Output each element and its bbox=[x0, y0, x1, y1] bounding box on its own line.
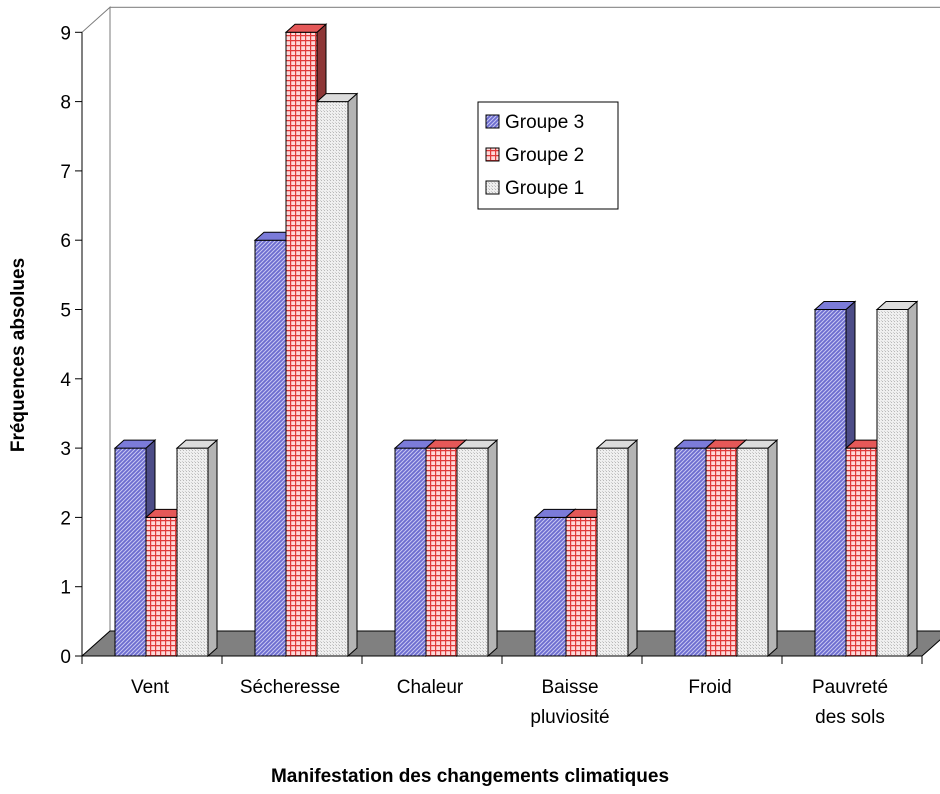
bar bbox=[735, 438, 779, 658]
bar-top bbox=[735, 439, 779, 449]
y-tick-label: 9 bbox=[60, 23, 71, 44]
bar-front bbox=[145, 516, 178, 657]
y-axis: 0 1 2 3 4 5 6 7 8 9 bbox=[60, 23, 83, 668]
y-tick-label: 7 bbox=[60, 162, 71, 183]
bar-side bbox=[347, 92, 358, 658]
bar-front bbox=[565, 516, 598, 657]
bar-top bbox=[813, 301, 857, 310]
legend: Groupe 3 Groupe 2 Groupe 1 bbox=[477, 101, 619, 210]
x-tick-label-line: Baisse bbox=[541, 677, 598, 698]
bar bbox=[315, 92, 359, 658]
bar-front bbox=[596, 447, 629, 657]
bar bbox=[595, 438, 639, 658]
bar bbox=[875, 300, 919, 658]
legend-label: Groupe 1 bbox=[505, 178, 584, 199]
x-tick-label: Chaleur bbox=[397, 677, 464, 698]
legend-label: Groupe 3 bbox=[505, 112, 584, 133]
bar-side bbox=[767, 438, 778, 658]
y-tick-label: 0 bbox=[60, 647, 71, 668]
x-tick-label-line: Chaleur bbox=[397, 677, 464, 698]
bar-front bbox=[534, 516, 567, 657]
bar-front bbox=[254, 239, 287, 657]
x-tick-label: Vent bbox=[131, 677, 170, 698]
bar-top bbox=[284, 23, 328, 33]
bar-front bbox=[176, 447, 209, 657]
bar-front bbox=[845, 447, 878, 657]
y-tick-label: 3 bbox=[60, 439, 71, 460]
x-tick-label-line: des sols bbox=[815, 707, 885, 728]
bar-top bbox=[595, 439, 639, 449]
bar-top bbox=[315, 93, 359, 103]
bar-top bbox=[113, 439, 157, 449]
bar-top bbox=[175, 439, 219, 449]
bar bbox=[175, 438, 219, 658]
bar-front bbox=[736, 447, 769, 657]
y-axis-title: Fréquences absolues bbox=[8, 258, 29, 452]
x-tick-label-line: Froid bbox=[688, 677, 731, 698]
bar-front bbox=[876, 309, 909, 657]
bar bbox=[455, 438, 499, 658]
bar-front bbox=[285, 31, 318, 657]
x-tick-label: Sécheresse bbox=[240, 677, 340, 698]
bar-side bbox=[207, 438, 218, 658]
x-tick-label-line: pluviosité bbox=[530, 707, 609, 728]
bar-top bbox=[455, 439, 499, 449]
bar-front bbox=[814, 309, 847, 657]
y-tick-label: 6 bbox=[60, 231, 71, 252]
y-tick-label: 1 bbox=[60, 578, 71, 599]
bar-front bbox=[114, 447, 147, 657]
y-tick-label: 8 bbox=[60, 93, 71, 114]
bar-top bbox=[875, 301, 919, 310]
bar-front bbox=[394, 447, 427, 657]
bar-front bbox=[705, 447, 738, 657]
x-axis-title: Manifestation des changements climatique… bbox=[271, 766, 669, 787]
bars-group bbox=[113, 23, 919, 658]
bar-side bbox=[627, 438, 638, 658]
legend-swatch bbox=[485, 180, 500, 195]
x-tick-label: Baisse pluviosité bbox=[530, 677, 609, 728]
bar-front bbox=[425, 447, 458, 657]
x-tick-label-line: Sécheresse bbox=[240, 677, 340, 698]
bar-front bbox=[456, 447, 489, 657]
legend-label: Groupe 2 bbox=[505, 145, 584, 166]
x-tick-label-line: Vent bbox=[131, 677, 170, 698]
bar-front bbox=[316, 101, 349, 657]
x-axis: Vent Sécheresse Chaleur Baisse pluviosité Fro… bbox=[81, 655, 923, 728]
legend-box bbox=[477, 101, 619, 210]
y-tick-label: 4 bbox=[60, 370, 71, 391]
y-tick-label: 5 bbox=[60, 301, 71, 322]
legend-swatch bbox=[485, 147, 500, 162]
bar-front bbox=[674, 447, 707, 657]
bar-side bbox=[907, 300, 918, 658]
legend-swatch bbox=[485, 114, 500, 129]
x-tick-label: Pauvreté des sols bbox=[812, 677, 888, 728]
y-tick-label: 2 bbox=[60, 508, 71, 529]
x-tick-label-line: Pauvreté bbox=[812, 677, 888, 698]
bar-side bbox=[487, 438, 498, 658]
x-tick-label: Froid bbox=[688, 677, 731, 698]
side-wall bbox=[81, 6, 111, 658]
